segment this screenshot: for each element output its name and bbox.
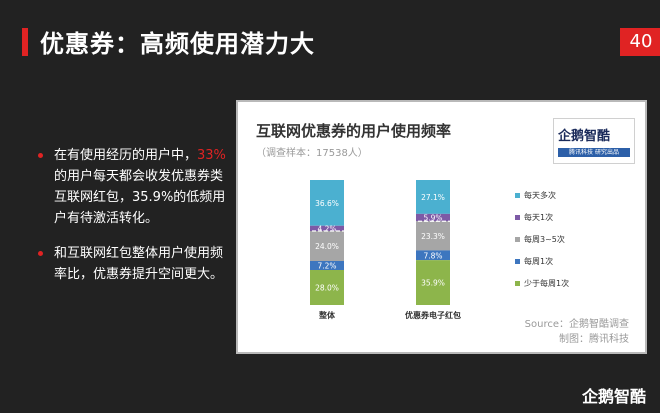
legend-swatch xyxy=(515,259,520,264)
bar-segment-1-4 xyxy=(416,260,450,305)
title-accent-bar xyxy=(22,28,28,56)
bar-value-label: 24.0% xyxy=(315,242,339,251)
logo-text: 企鹅智酷 xyxy=(558,129,611,144)
bar-segment-1-0 xyxy=(416,180,450,214)
legend-label: 每天多次 xyxy=(524,190,556,200)
bullet-dot-icon xyxy=(38,251,43,256)
bullet-1-post: 的用户每天都会收发优惠券类互联网红包，35.9%的低频用户有待激活转化。 xyxy=(54,169,226,226)
bar-value-label: 36.6% xyxy=(315,199,339,208)
bar-segment-0-4 xyxy=(310,270,344,305)
bar-segment-1-3 xyxy=(416,250,450,261)
bar-segment-1-2 xyxy=(416,221,450,251)
legend-swatch xyxy=(515,193,520,198)
legend-swatch xyxy=(515,237,520,242)
logo-strip: 腾讯科技 研究出品 xyxy=(558,148,630,157)
logo-box: 企鹅智酷 腾讯科技 研究出品 xyxy=(553,118,635,164)
bar-segment-0-3 xyxy=(310,261,344,270)
stacked-bar-chart: 36.6% 4.2% 24.0% 7.2% 28.0% 整体 27.1% 5.9% 23.3% 7… xyxy=(294,180,569,320)
legend-label: 每周3~5次 xyxy=(524,234,565,244)
bullet-item-2: 和互联网红包整体用户使用频率比，优惠券提升空间更大。 xyxy=(38,243,228,285)
maker-note: 制图：腾讯科技 xyxy=(559,334,629,345)
bar-segment-0-0 xyxy=(310,180,344,226)
chart-title: 互联网优惠券的用户使用频率 xyxy=(256,122,452,140)
bullet-dot-icon xyxy=(38,153,43,158)
legend-label: 少于每周1次 xyxy=(524,278,569,288)
bar-value-label: 4.2% xyxy=(317,224,336,233)
bullet-item-1: 在有使用经历的用户中，33% 的用户每天都会收发优惠券类互联网红包，35.9%的低… xyxy=(38,145,228,229)
bar-segment-0-2 xyxy=(310,231,344,261)
page-number-divider xyxy=(620,28,622,56)
bullet-list: 在有使用经历的用户中，33% 的用户每天都会收发优惠券类互联网红包，35.9%的低… xyxy=(38,145,228,299)
bullet-2-text: 和互联网红包整体用户使用频率比，优惠券提升空间更大。 xyxy=(54,246,224,282)
bar-value-label: 27.1% xyxy=(421,193,445,202)
bar-segment-1-1 xyxy=(416,213,450,222)
brand-logo: 企鹅智酷 xyxy=(581,387,646,406)
bullet-1-pre: 在有使用经历的用户中， xyxy=(54,148,198,163)
bar-value-label: 35.9% xyxy=(421,279,445,288)
bar-value-label: 5.9% xyxy=(423,214,442,223)
bar-value-label: 7.2% xyxy=(317,262,336,271)
category-label: 优惠券电子红包 xyxy=(405,310,461,320)
bullet-1-highlight: 33% xyxy=(197,148,226,163)
legend-swatch xyxy=(515,281,520,286)
chart-subtitle: （调查样本：17538人） xyxy=(256,148,368,159)
page-number: 40 xyxy=(622,28,660,56)
bar-value-label: 7.8% xyxy=(423,251,442,260)
category-label: 整体 xyxy=(318,310,336,320)
legend-swatch xyxy=(515,215,520,220)
legend-label: 每天1次 xyxy=(524,212,553,222)
legend-label: 每周1次 xyxy=(524,256,553,266)
slide-title: 优惠券：高频使用潜力大 xyxy=(40,30,315,58)
bar-segment-0-1 xyxy=(310,225,344,231)
bar-value-label: 23.3% xyxy=(421,232,445,241)
source-note: Source：企鹅智酷调查 xyxy=(524,319,629,330)
chart-panel: 互联网优惠券的用户使用频率 （调查样本：17538人） 企鹅智酷 腾讯科技 研究… xyxy=(236,100,647,354)
bar-value-label: 28.0% xyxy=(315,284,339,293)
